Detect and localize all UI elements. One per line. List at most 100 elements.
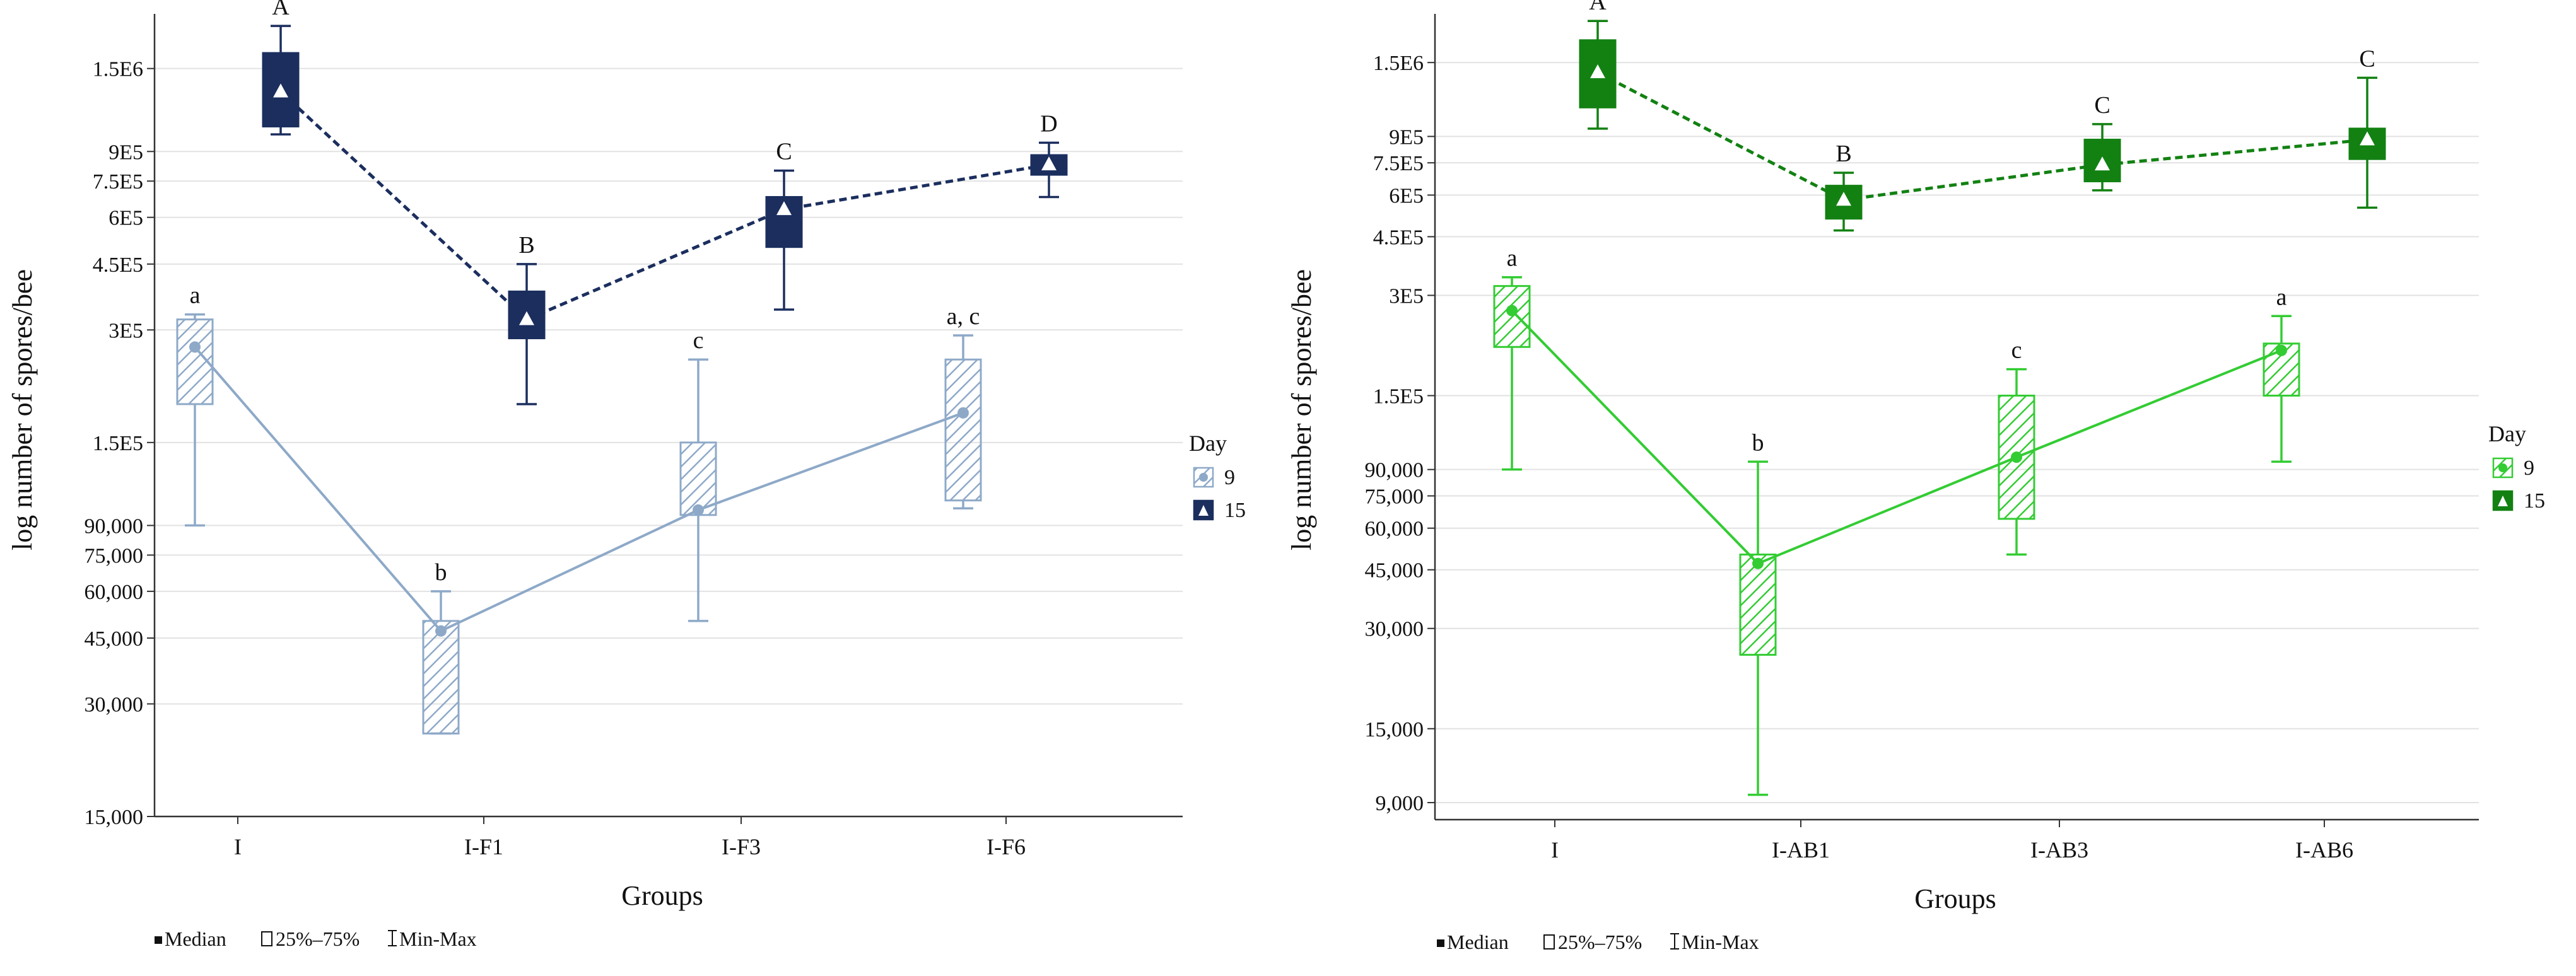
footer-median-icon <box>1437 939 1444 947</box>
median-marker <box>2095 156 2110 171</box>
y-tick-label: 1.5E5 <box>93 432 143 455</box>
y-tick-label: 15,000 <box>85 806 144 829</box>
significance-letter: a, c <box>947 303 980 330</box>
footer-whisker-icon <box>388 930 397 946</box>
significance-letter: c <box>2011 337 2022 364</box>
series-line <box>1596 71 2368 202</box>
y-tick-label: 6E5 <box>1389 184 1424 207</box>
series-line <box>1511 310 2282 566</box>
median-marker <box>519 311 534 325</box>
y-tick-label: 90,000 <box>85 514 144 538</box>
median-marker <box>1590 64 1605 79</box>
x-tick-label: I-AB1 <box>1772 837 1830 863</box>
median-marker <box>2276 344 2287 356</box>
median-marker <box>957 407 969 419</box>
legend-swatch <box>1193 467 1214 488</box>
series-line <box>194 346 964 633</box>
y-tick-label: 9E5 <box>108 141 143 164</box>
median-marker <box>2011 451 2022 463</box>
legend-label: 9 <box>1224 466 1235 489</box>
median-marker <box>2360 131 2375 146</box>
significance-letter: b <box>1752 429 1764 456</box>
legend-marker <box>1198 505 1209 516</box>
median-marker <box>1506 305 1518 317</box>
y-tick-label: 75,000 <box>1365 485 1424 509</box>
significance-letter: C <box>776 139 792 165</box>
y-tick-label: 3E5 <box>1389 284 1424 308</box>
y-tick-label: 1.5E6 <box>1373 52 1424 75</box>
y-tick-label: 9,000 <box>1376 792 1424 815</box>
significance-letter: A <box>272 0 290 20</box>
series-line <box>279 90 1050 322</box>
legend-title: Day <box>2488 421 2526 446</box>
box <box>944 358 982 502</box>
y-tick-label: 15,000 <box>1365 718 1424 741</box>
x-tick-label: I-AB3 <box>2030 837 2088 863</box>
y-tick-label: 30,000 <box>1365 618 1424 641</box>
significance-letter: B <box>518 232 534 259</box>
significance-letter: B <box>1835 141 1851 167</box>
y-tick-label: 6E5 <box>108 207 143 230</box>
x-tick-label: I-F1 <box>464 834 503 859</box>
y-tick-label: 4.5E5 <box>93 253 143 277</box>
x-axis-label: Groups <box>621 880 703 911</box>
box <box>679 441 717 516</box>
x-tick-label: I-F6 <box>986 834 1026 859</box>
footer-legend-label: Min-Max <box>1682 931 1759 953</box>
box <box>422 620 460 735</box>
median-marker <box>1041 156 1057 171</box>
x-tick-label: I <box>234 834 242 859</box>
significance-letter: b <box>435 559 447 586</box>
significance-letter: A <box>1589 0 1607 15</box>
box <box>1739 554 1777 656</box>
significance-letter: C <box>2359 45 2375 72</box>
chart-panel-right: 9,000 15,000 30,000 45,000 60,000 75,000 90,00… <box>1286 0 2545 953</box>
y-tick-label: 75,000 <box>85 544 144 567</box>
significance-letter: C <box>2094 92 2110 119</box>
median-marker <box>776 201 792 216</box>
legend-title: Day <box>1189 431 1227 456</box>
y-tick-label: 1.5E5 <box>1373 385 1424 408</box>
legend-marker <box>2498 496 2508 506</box>
significance-letter: a <box>1507 245 1518 272</box>
median-marker <box>1752 557 1764 569</box>
x-tick-label: I-AB6 <box>2295 837 2353 863</box>
footer-legend-label: 25%–75% <box>276 927 360 950</box>
significance-letter: a <box>190 282 201 309</box>
y-tick-label: 45,000 <box>85 627 144 651</box>
y-tick-label: 9E5 <box>1389 125 1424 149</box>
legend-label: 15 <box>2524 489 2545 513</box>
significance-letter: c <box>693 327 704 354</box>
footer-legend-label: Min-Max <box>399 927 477 950</box>
footer-whisker-icon <box>1670 933 1679 950</box>
y-tick-label: 7.5E5 <box>93 170 143 194</box>
y-tick-label: 60,000 <box>1365 518 1424 541</box>
median-marker <box>273 83 288 98</box>
median-marker <box>1836 192 1851 206</box>
y-tick-label: 45,000 <box>1365 559 1424 583</box>
x-tick-label: I-F3 <box>722 834 761 859</box>
legend-label: 9 <box>2524 456 2534 480</box>
y-tick-label: 30,000 <box>85 693 144 716</box>
legend-marker <box>2498 463 2507 472</box>
y-tick-label: 7.5E5 <box>1373 152 1424 175</box>
legend-label: 15 <box>1224 499 1246 522</box>
footer-legend-label: Median <box>1447 931 1509 953</box>
significance-letter: a <box>2276 284 2287 310</box>
significance-letter: D <box>1040 110 1057 137</box>
box <box>1493 285 1531 348</box>
footer-box-icon <box>261 931 272 946</box>
footer-box-icon <box>1543 934 1555 950</box>
footer-median-icon <box>155 936 162 944</box>
y-tick-label: 60,000 <box>85 581 144 604</box>
x-tick-label: I <box>1551 837 1559 863</box>
legend-marker <box>1199 473 1208 482</box>
chart-panel-left: 15,000 30,000 45,000 60,000 75,000 90,000 1.5E… <box>7 0 1246 950</box>
y-tick-label: 90,000 <box>1365 459 1424 482</box>
median-marker <box>693 504 704 516</box>
median-marker <box>189 341 201 353</box>
y-axis-label: log number of spores/bee <box>7 269 38 550</box>
y-axis-label: log number of spores/bee <box>1286 269 1317 550</box>
y-tick-label: 4.5E5 <box>1373 226 1424 249</box>
